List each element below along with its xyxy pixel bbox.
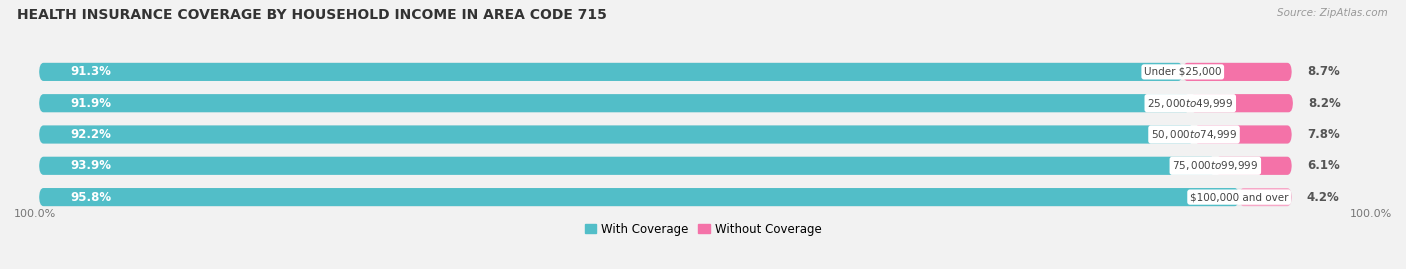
- FancyBboxPatch shape: [39, 125, 1292, 144]
- Text: 100.0%: 100.0%: [14, 209, 56, 219]
- Text: 6.1%: 6.1%: [1306, 159, 1340, 172]
- Text: 8.2%: 8.2%: [1308, 97, 1341, 110]
- Text: 4.2%: 4.2%: [1306, 191, 1340, 204]
- Text: HEALTH INSURANCE COVERAGE BY HOUSEHOLD INCOME IN AREA CODE 715: HEALTH INSURANCE COVERAGE BY HOUSEHOLD I…: [17, 8, 607, 22]
- Text: 95.8%: 95.8%: [70, 191, 111, 204]
- Text: Source: ZipAtlas.com: Source: ZipAtlas.com: [1277, 8, 1388, 18]
- FancyBboxPatch shape: [1182, 63, 1292, 81]
- Text: 92.2%: 92.2%: [70, 128, 111, 141]
- FancyBboxPatch shape: [39, 157, 1215, 175]
- Text: 7.8%: 7.8%: [1306, 128, 1340, 141]
- Text: 93.9%: 93.9%: [70, 159, 111, 172]
- Text: $75,000 to $99,999: $75,000 to $99,999: [1173, 159, 1258, 172]
- FancyBboxPatch shape: [1239, 188, 1292, 206]
- FancyBboxPatch shape: [39, 188, 1239, 206]
- Text: 91.3%: 91.3%: [70, 65, 111, 78]
- Text: 100.0%: 100.0%: [1350, 209, 1392, 219]
- Legend: With Coverage, Without Coverage: With Coverage, Without Coverage: [579, 218, 827, 240]
- FancyBboxPatch shape: [39, 63, 1292, 81]
- Text: $50,000 to $74,999: $50,000 to $74,999: [1152, 128, 1237, 141]
- FancyBboxPatch shape: [39, 63, 1182, 81]
- FancyBboxPatch shape: [39, 157, 1292, 175]
- FancyBboxPatch shape: [1194, 125, 1292, 144]
- Text: $100,000 and over: $100,000 and over: [1189, 192, 1288, 202]
- FancyBboxPatch shape: [1191, 94, 1294, 112]
- FancyBboxPatch shape: [39, 125, 1194, 144]
- Text: $25,000 to $49,999: $25,000 to $49,999: [1147, 97, 1233, 110]
- FancyBboxPatch shape: [39, 94, 1292, 112]
- Text: 8.7%: 8.7%: [1306, 65, 1340, 78]
- Text: 91.9%: 91.9%: [70, 97, 111, 110]
- FancyBboxPatch shape: [39, 94, 1191, 112]
- FancyBboxPatch shape: [39, 188, 1292, 206]
- FancyBboxPatch shape: [1215, 157, 1292, 175]
- Text: Under $25,000: Under $25,000: [1144, 67, 1222, 77]
